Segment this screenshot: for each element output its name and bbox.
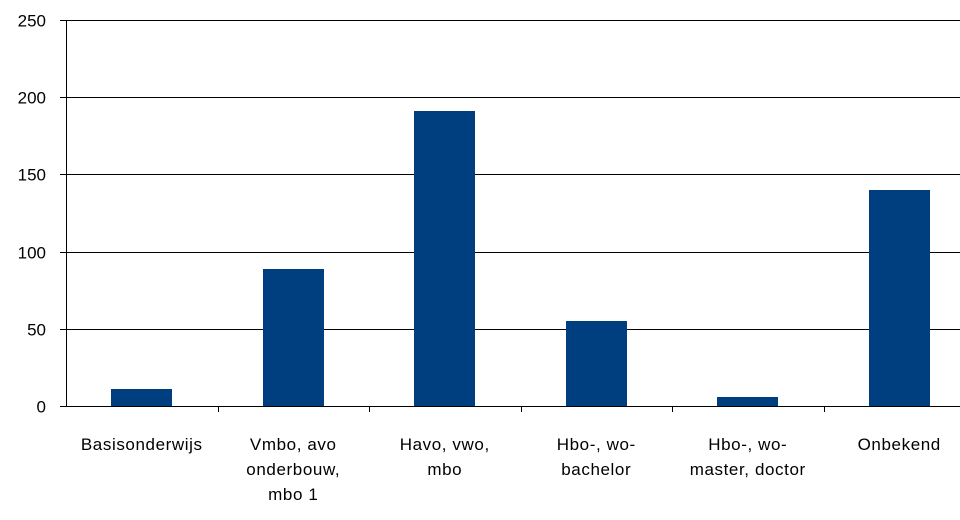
bars [111,111,930,406]
bar [263,269,324,406]
x-tick-label-line: Hbo-, wo- [708,435,787,454]
bar [566,321,627,406]
y-tick-label: 0 [37,398,46,417]
y-tick-label: 100 [18,244,46,263]
x-tick-label-line: Vmbo, avo [250,435,337,454]
y-tick-label: 150 [18,166,46,185]
y-tick-label: 50 [27,321,46,340]
x-tick-label: Havo, vwo, mbo [400,435,490,479]
x-tick-label-line: mbo [427,460,462,479]
x-tick-label-line: Basisonderwijs [81,435,203,454]
x-tick-label-line: onderbouw, [246,460,340,479]
bar [111,389,172,406]
x-category-labels: Basisonderwijs Vmbo, avo onderbouw, mbo 1 Ha… [81,435,941,504]
gridlines [66,20,960,330]
x-tick-label-line: Hbo-, wo- [557,435,636,454]
x-tick-label: Hbo-, wo-master, doctor [690,435,806,479]
bar [414,111,475,406]
bar [869,190,930,406]
y-tick-label: 250 [18,12,46,31]
x-tick-label: Vmbo, avo onderbouw, mbo 1 [246,435,340,504]
x-tick-label-line: Onbekend [858,435,941,454]
x-tick-label: Onbekend [858,435,941,454]
x-tick-label-line: mbo 1 [268,485,318,504]
y-tick-label: 200 [18,89,46,108]
axes [60,20,960,412]
x-tick-label: Basisonderwijs [81,435,203,454]
x-tick-label: Hbo-, wo-bachelor [557,435,636,479]
y-tick-labels: 0 50 100 150 200 250 [18,12,46,417]
x-tick-label-line: bachelor [561,460,631,479]
bar [717,397,778,406]
x-tick-label-line: master, doctor [690,460,806,479]
x-tick-label-line: Havo, vwo, [400,435,490,454]
